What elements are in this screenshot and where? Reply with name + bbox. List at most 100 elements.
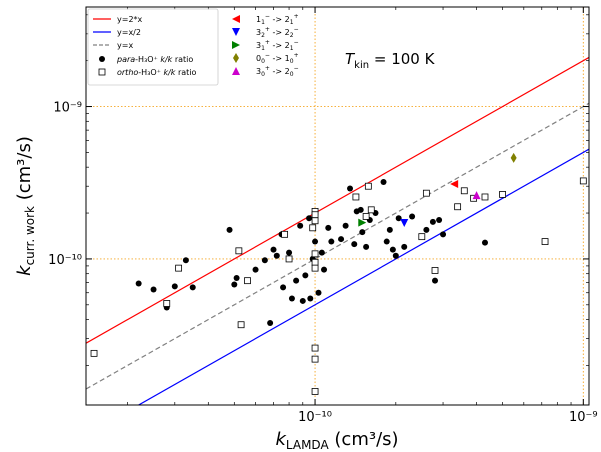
point-s1-8	[309, 224, 317, 232]
y-tick-label-0: 10⁻¹⁰	[48, 253, 82, 268]
point-s2-0	[450, 180, 459, 189]
legend-para-italic2: k/k	[160, 55, 172, 64]
point-s0-6	[226, 226, 233, 233]
point-s1-23	[422, 189, 430, 197]
legend-ortho-end: ratio	[175, 68, 196, 77]
legend-label-2-part-5: 1	[290, 19, 294, 26]
x-label-sub: LAMDA	[286, 438, 330, 452]
point-s0-1	[150, 286, 157, 293]
point-s0-12	[270, 246, 277, 253]
point-s1-12	[311, 250, 319, 258]
point-s1-14	[311, 264, 319, 272]
legend-label-4-part-4: 2	[285, 41, 290, 50]
legend-marker-6	[232, 67, 240, 75]
legend-label-2-part-4: 2	[285, 15, 290, 24]
point-s0-31	[338, 236, 345, 243]
point-s0-5	[189, 284, 196, 291]
guide-line-0	[86, 56, 589, 344]
legend-transitions: 11− -> 21+32+ -> 22−31+ -> 21−00− -> 10+…	[232, 13, 299, 78]
legend-label-2-part-1: 1	[261, 19, 265, 26]
point-s1-7	[285, 255, 293, 263]
point-s0-0	[135, 280, 142, 287]
point-s0-29	[325, 224, 332, 231]
point-s0-53	[440, 231, 447, 238]
point-s1-6	[281, 230, 289, 238]
legend-label-4-part-1: 1	[261, 45, 265, 52]
legend-label-4-part-2: +	[265, 39, 270, 46]
legend-label-2x: y=2*x	[117, 15, 143, 24]
point-s1-31	[579, 177, 587, 185]
legend-label-4-part-6: −	[294, 39, 299, 46]
legend-label-2-part-2: −	[265, 13, 270, 20]
point-s0-21	[302, 272, 309, 279]
legend-label-3-part-4: 2	[285, 28, 290, 37]
point-s0-36	[357, 206, 364, 213]
point-s0-27	[318, 249, 325, 256]
point-s0-4	[182, 257, 189, 264]
legend-label-3-part-3: ->	[270, 28, 285, 37]
point-s0-49	[423, 226, 430, 233]
point-s0-45	[392, 252, 399, 259]
point-s0-38	[363, 243, 370, 250]
point-s0-19	[297, 222, 304, 229]
legend-label-3-part-1: 2	[261, 32, 265, 39]
point-s0-16	[286, 249, 293, 256]
point-s1-11	[311, 217, 319, 225]
x-tick-label-0: 10⁻¹⁰	[298, 410, 332, 425]
point-s1-13	[311, 258, 319, 266]
legend-marker-ortho	[98, 68, 106, 76]
legend-label-5-part-2: −	[265, 52, 270, 59]
point-s0-50	[429, 218, 436, 225]
point-s0-20	[299, 297, 306, 304]
y-axis-label: kcurr. work (cm³/s)	[14, 136, 37, 276]
x-axis-label: kLAMDA (cm³/s)	[275, 429, 398, 452]
legend-label-2-part-0: 1	[256, 15, 261, 24]
legend-label-2-part-6: +	[294, 13, 299, 20]
legend-label-5-part-6: +	[294, 52, 299, 59]
point-s0-7	[231, 281, 238, 288]
point-s0-34	[351, 241, 358, 248]
legend-ortho-italic: ortho	[117, 68, 138, 77]
point-s0-47	[401, 243, 408, 250]
point-s1-24	[431, 267, 439, 274]
point-s1-28	[481, 193, 489, 201]
y-label-sub: curr. work	[23, 206, 37, 265]
x-label-unit: (cm³/s)	[329, 429, 399, 450]
point-s1-15	[311, 344, 319, 352]
point-s1-0	[90, 349, 98, 357]
point-s4-0	[358, 218, 367, 227]
point-s1-26	[460, 187, 468, 195]
legend-label-4-part-3: ->	[270, 41, 285, 50]
point-s1-5	[244, 277, 251, 285]
x-tick-label-1: 10⁻⁹	[569, 410, 598, 425]
legend: y=2*x y=x/2 y=x para-H₃O⁺ k/k ratio orth…	[87, 8, 299, 86]
legend-ortho-mid: -H₃O⁺	[138, 68, 163, 77]
legend-label-3-part-5: 2	[290, 32, 294, 39]
legend-label-2-part-3: ->	[270, 15, 285, 24]
point-s1-25	[454, 203, 462, 211]
legend-marker-3	[232, 28, 240, 36]
legend-label-3-part-0: 3	[256, 28, 261, 37]
legend-label-ortho: ortho-H₃O⁺ k/k ratio	[117, 68, 197, 77]
legend-label-5-part-5: 0	[290, 58, 294, 65]
legend-para-italic: para	[116, 55, 135, 64]
point-s0-44	[389, 246, 396, 253]
point-s0-51	[432, 277, 439, 284]
legend-label-3-part-2: +	[265, 26, 270, 33]
annotation-sub: kin	[354, 60, 369, 71]
legend-label-identity: y=x	[117, 41, 133, 50]
legend-ortho-italic2: k/k	[163, 68, 175, 77]
legend-label-5-part-1: 0	[261, 58, 265, 65]
legend-label-6-part-0: 3	[256, 67, 261, 76]
point-s1-21	[367, 206, 375, 214]
legend-label-6-part-2: +	[265, 65, 270, 72]
point-s1-30	[541, 238, 549, 245]
legend-label-2: 11− -> 21+	[256, 13, 299, 26]
data-points	[90, 152, 587, 395]
point-s0-42	[383, 238, 390, 245]
legend-label-half: y=x/2	[117, 28, 141, 37]
legend-label-6-part-3: ->	[270, 67, 285, 76]
x-label-main: k	[275, 429, 287, 450]
point-s0-37	[359, 229, 366, 236]
